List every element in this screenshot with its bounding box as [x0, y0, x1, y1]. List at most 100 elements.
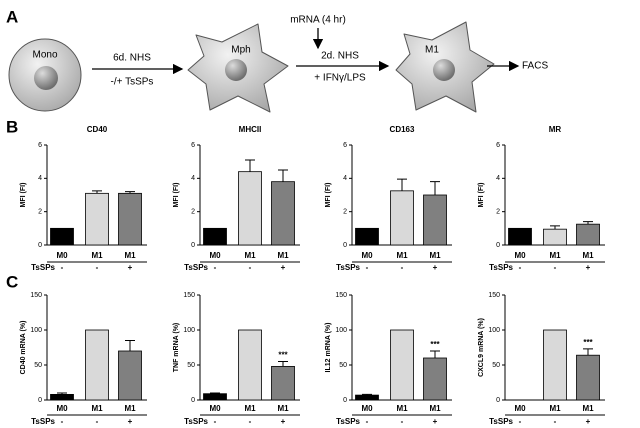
y-tick-label: 6: [343, 142, 347, 149]
y-tick-label: 2: [191, 209, 195, 216]
y-tick-label: 0: [496, 242, 500, 249]
x-tick-label: M0: [56, 404, 68, 413]
y-tick-label: 150: [335, 292, 347, 299]
x-tick-label: M0: [56, 251, 68, 260]
y-tick-label: 4: [343, 175, 347, 182]
bar: [390, 329, 414, 401]
treatment-label: TsSPs: [31, 263, 55, 272]
y-tick-label: 6: [191, 142, 195, 149]
treatment-value: -: [249, 417, 252, 426]
error-bar: [92, 190, 102, 194]
y-axis-label: MFI (FI): [478, 183, 485, 208]
error-bar: [278, 361, 288, 367]
bar: [85, 192, 109, 246]
y-axis-label: MFI (FI): [325, 183, 332, 208]
error-bar: [430, 350, 440, 358]
treatment-value: +: [281, 417, 286, 426]
y-tick-label: 4: [496, 175, 500, 182]
nucleus: [34, 66, 58, 90]
y-tick-label: 100: [183, 327, 195, 334]
error-bar: [125, 191, 135, 194]
x-tick-label: M1: [277, 404, 289, 413]
chart-title: CD40: [87, 125, 108, 134]
bar: [85, 329, 109, 401]
nucleus: [433, 59, 455, 81]
treatment-label: TsSPs: [31, 417, 55, 426]
y-tick-label: 150: [183, 292, 195, 299]
y-tick-label: 2: [496, 209, 500, 216]
y-tick-label: 150: [30, 292, 42, 299]
nucleus: [225, 59, 247, 81]
step-label: 6d. NHS: [113, 53, 151, 64]
y-tick-label: 0: [191, 242, 195, 249]
treatment-value: -: [401, 263, 404, 272]
x-tick-label: M1: [124, 404, 136, 413]
bar: [423, 357, 447, 401]
output-label: FACS: [522, 61, 548, 72]
treatment-value: -: [249, 263, 252, 272]
treatment-value: -: [96, 417, 99, 426]
treatment-label: TsSPs: [184, 263, 208, 272]
bar: [118, 350, 142, 401]
y-tick-label: 50: [492, 362, 500, 369]
y-tick-label: 0: [343, 242, 347, 249]
panel-label: A: [6, 7, 18, 26]
step-label: 2d. NHS: [321, 51, 359, 62]
bar: [508, 227, 532, 246]
error-bar: [583, 221, 593, 225]
x-tick-label: M1: [244, 251, 256, 260]
error-bar: [125, 340, 135, 351]
y-tick-label: 0: [191, 397, 195, 404]
x-tick-label: M1: [582, 404, 594, 413]
error-bar: [57, 392, 67, 395]
x-tick-label: M0: [361, 404, 373, 413]
treatment-value: -: [519, 263, 522, 272]
treatment-value: -: [554, 263, 557, 272]
error-bar: [362, 393, 372, 396]
x-tick-label: M1: [549, 404, 561, 413]
y-tick-label: 150: [488, 292, 500, 299]
treatment-value: -: [96, 263, 99, 272]
treatment-value: -: [401, 417, 404, 426]
y-tick-label: 0: [496, 397, 500, 404]
treatment-label: TsSPs: [336, 417, 360, 426]
y-axis-label: IL12 mRNA (%): [325, 323, 332, 373]
treatment-value: -: [214, 263, 217, 272]
cell-label: M1: [425, 45, 439, 56]
error-bar: [397, 178, 407, 191]
treatment-label: TsSPs: [489, 417, 513, 426]
y-tick-label: 100: [488, 327, 500, 334]
treatment-value: +: [128, 263, 133, 272]
treatment-value: -: [519, 417, 522, 426]
chart-title: CD163: [390, 125, 415, 134]
error-bar: [245, 159, 255, 172]
bar: [238, 329, 262, 401]
treatment-value: -: [366, 417, 369, 426]
x-tick-label: M1: [91, 251, 103, 260]
diagram: Mono 6d. NHS -/+ TsSPs Mph mRNA (4 hr) 2…: [8, 15, 548, 113]
bar: [203, 393, 227, 401]
bar: [543, 228, 567, 246]
chart-title: MR: [549, 125, 562, 134]
panel-label: C: [6, 272, 18, 291]
bar: [50, 227, 74, 246]
treatment-value: -: [61, 417, 64, 426]
bar: [423, 194, 447, 246]
bar: [50, 393, 74, 401]
error-bar: [210, 392, 220, 394]
annotation: ***: [583, 338, 593, 347]
bar: [271, 365, 295, 401]
bar: [576, 223, 600, 246]
y-axis-label: CD40 mRNA (%): [20, 321, 27, 375]
step-label: + IFNγ/LPS: [314, 73, 366, 84]
bar: [355, 227, 379, 246]
bar: [271, 181, 295, 246]
y-tick-label: 2: [343, 209, 347, 216]
x-tick-label: M1: [396, 404, 408, 413]
bar: [355, 394, 379, 401]
x-tick-label: M0: [514, 251, 526, 260]
error-bar: [278, 169, 288, 182]
y-tick-label: 50: [339, 362, 347, 369]
y-tick-label: 6: [496, 142, 500, 149]
treatment-value: +: [433, 417, 438, 426]
